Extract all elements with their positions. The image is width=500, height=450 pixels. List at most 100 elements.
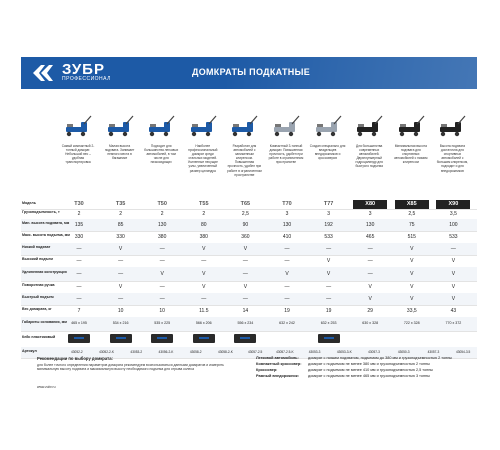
article-code: 43058-2 bbox=[189, 350, 202, 354]
brand-subtitle: ПРОФЕССИОНАЛ bbox=[62, 76, 111, 82]
table-cell: 535 х 225 bbox=[154, 321, 171, 325]
product-description: Для большинства современных автомобилей.… bbox=[355, 144, 383, 169]
table-cell: V bbox=[118, 246, 123, 252]
floor-jack-icon bbox=[66, 115, 92, 137]
table-cell: V bbox=[285, 271, 289, 277]
row-label: Габариты основания, мм bbox=[22, 320, 67, 324]
table-cell: 2 bbox=[160, 211, 164, 217]
table-cell: — bbox=[76, 246, 82, 252]
table-cell: 10 bbox=[117, 308, 124, 314]
table-cell: 330 bbox=[74, 234, 84, 240]
row-label: Модель bbox=[22, 200, 36, 205]
table-cell: — bbox=[284, 284, 290, 290]
table-cell: — bbox=[242, 271, 248, 277]
table-cell: 380 bbox=[199, 234, 208, 240]
product-description: Малая высота подхвата. Занимает немного … bbox=[104, 144, 135, 161]
article-code: 43050-3 bbox=[397, 350, 410, 354]
table-cell: V bbox=[243, 284, 248, 290]
category-name: Кроссовер: bbox=[256, 368, 278, 372]
table-cell: 75 bbox=[409, 222, 415, 228]
table-cell: V bbox=[202, 246, 206, 252]
table-cell: 632 х 253 bbox=[320, 321, 337, 325]
row-label: Низкий подхват bbox=[22, 245, 51, 249]
vehicle-category: Кроссовер: домкрат с подъемом не менее 41… bbox=[256, 368, 433, 372]
floor-jack-icon bbox=[149, 115, 175, 137]
article-code: 43058-2-K bbox=[217, 350, 233, 354]
table-cell: 2 bbox=[202, 211, 206, 217]
table-cell: 80 bbox=[201, 222, 207, 228]
table-cell: 130 bbox=[366, 222, 375, 228]
category-text: домкрат с подъемом не менее 465 мм и гру… bbox=[308, 374, 430, 378]
table-cell: — bbox=[118, 258, 124, 264]
table-cell: — bbox=[326, 246, 332, 252]
table-cell: V bbox=[326, 258, 331, 264]
article-code: 43053-2 bbox=[130, 350, 143, 354]
product-card: Разработан для автомобилей с заниженным … bbox=[227, 104, 262, 199]
table-cell: 770 х 372 bbox=[445, 321, 462, 325]
article-row: Артикул 43052-2 43052-2-K 43053-2 43056-2-K 4… bbox=[21, 347, 477, 359]
row-label: Быстрый подъем bbox=[22, 295, 54, 299]
row-label: Артикул bbox=[22, 348, 37, 353]
category-name: Компактный кроссовер: bbox=[256, 362, 302, 366]
table-cell: T77 bbox=[323, 201, 334, 207]
table-cell: T70 bbox=[282, 201, 292, 207]
product-description: Подходит для большинства легковых автомо… bbox=[144, 144, 179, 165]
product-description: Наиболее профессиональный домкрат среди … bbox=[187, 144, 218, 173]
floor-jack-icon bbox=[398, 115, 425, 137]
table-cell: V bbox=[202, 284, 206, 290]
table-cell: 2 bbox=[119, 211, 122, 217]
table-cell: 2 bbox=[77, 211, 81, 217]
row-label: Кейс пластиковый bbox=[22, 335, 56, 339]
table-cell: — bbox=[201, 296, 207, 302]
floor-jack-icon bbox=[357, 115, 383, 137]
case-row: Кейс пластиковый bbox=[21, 331, 477, 348]
table-cell: V bbox=[451, 271, 456, 277]
table-cell: 14 bbox=[242, 308, 249, 314]
article-code: 43052-2-K bbox=[99, 350, 114, 354]
table-cell: 29 bbox=[367, 308, 373, 314]
brand-name: ЗУБР bbox=[62, 61, 105, 78]
table-cell: 43 bbox=[450, 308, 457, 314]
table-cell: 465 х 195 bbox=[71, 321, 87, 325]
table-cell: — bbox=[326, 284, 332, 290]
table-cell: X85 bbox=[394, 200, 429, 209]
table-cell: 556 х 234 bbox=[237, 321, 254, 325]
table-cell: 515 bbox=[407, 234, 416, 240]
table-cell: V bbox=[326, 271, 331, 277]
table-cell: 3 bbox=[327, 211, 330, 217]
table-cell: — bbox=[284, 258, 290, 264]
table-cell: 566 х 206 bbox=[195, 321, 212, 325]
row-label: Поворотная ручка bbox=[22, 283, 55, 287]
table-cell: 534 х 216 bbox=[112, 321, 129, 325]
spec-row: Мин. высота подхвата, мм 135 85 130 80 90 130 1… bbox=[21, 219, 477, 232]
website-link[interactable]: www.zubr.ru bbox=[37, 385, 56, 389]
table-cell: X80 bbox=[353, 200, 388, 209]
table-cell: 100 bbox=[449, 222, 458, 228]
floor-jack-icon bbox=[274, 115, 300, 137]
article-code: 43057-2.5-K bbox=[276, 350, 294, 354]
table-cell: 11.5 bbox=[199, 308, 209, 314]
table-cell: V bbox=[410, 246, 414, 252]
table-cell: T50 bbox=[157, 201, 167, 207]
product-card: Высота подхвата достаточна для спортивны… bbox=[435, 104, 469, 199]
table-cell: 33,5 bbox=[406, 308, 417, 314]
article-code: 43056-2-K bbox=[158, 350, 174, 354]
table-cell: 632 х 242 bbox=[279, 321, 295, 325]
plastic-case-icon bbox=[234, 334, 257, 343]
vehicle-category: Компактный кроссовер: домкрат с подъемом … bbox=[256, 362, 430, 366]
table-cell: 722 х 328 bbox=[403, 321, 420, 325]
table-cell: 533 bbox=[324, 234, 333, 240]
table-cell: X90 bbox=[436, 200, 471, 209]
plastic-case-icon bbox=[68, 334, 90, 343]
plastic-case-icon bbox=[151, 334, 174, 343]
table-cell: 330 bbox=[116, 234, 125, 240]
table-cell: 3,5 bbox=[449, 211, 457, 217]
plastic-case-icon bbox=[192, 334, 215, 343]
product-card: Наиболее профессиональный домкрат среди … bbox=[186, 104, 220, 199]
recommendation-text: для более точного определения параметров… bbox=[37, 363, 224, 372]
table-cell: V bbox=[451, 284, 456, 290]
table-cell: 2,5 bbox=[241, 211, 249, 217]
table-cell: 135 bbox=[74, 222, 84, 228]
table-cell: V bbox=[451, 296, 456, 302]
